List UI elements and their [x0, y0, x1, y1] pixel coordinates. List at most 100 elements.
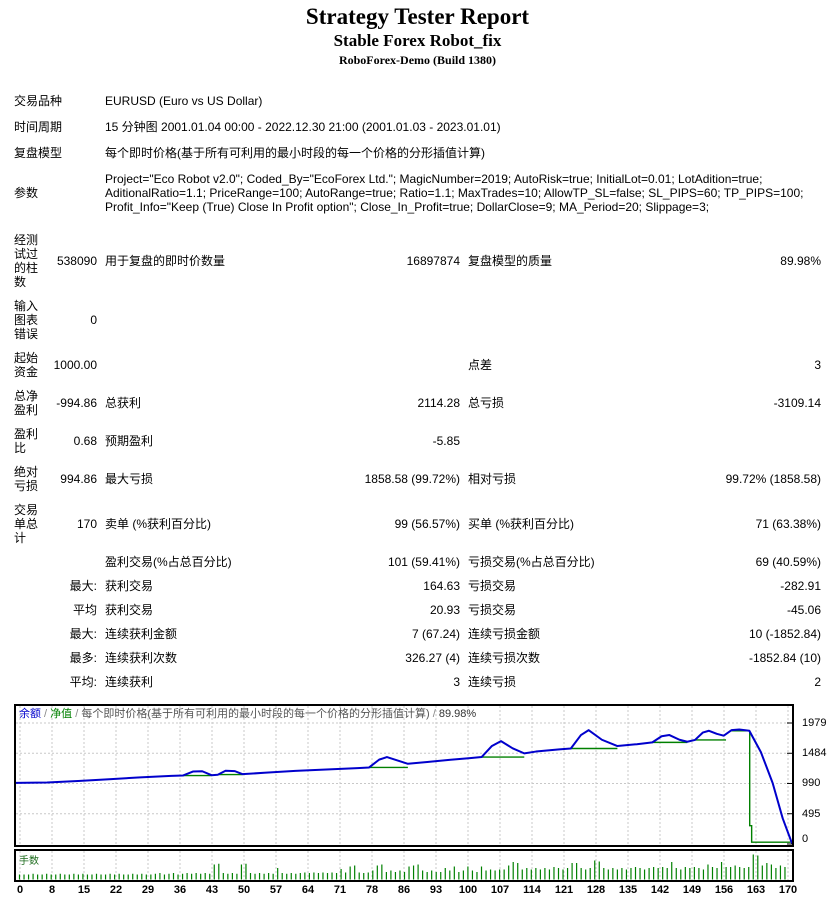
- stat-row-label: 绝对亏损: [14, 465, 39, 493]
- report-title: Strategy Tester Report: [305, 4, 530, 29]
- stat-value-2: 3: [453, 675, 460, 689]
- stat-value-1: -994.86: [56, 396, 97, 410]
- stat-value-1: 1000.00: [53, 358, 97, 372]
- x-tick-label: 78: [365, 884, 379, 896]
- x-tick-label: 163: [746, 884, 766, 896]
- symbol-info-table: 交易品种 EURUSD (Euro vs US Dollar) 时间周期 15 …: [14, 88, 821, 220]
- x-tick-label: 50: [237, 884, 251, 896]
- x-tick-label: 121: [554, 884, 574, 896]
- x-tick-label: 0: [16, 884, 24, 896]
- x-tick-label: 36: [173, 884, 187, 896]
- stat-label-2: 获利交易: [105, 579, 154, 593]
- stat-value-2: 2114.28: [417, 396, 461, 410]
- stat-row: 经测试过的柱数 538090 用于复盘的即时价数量 16897874 复盘模型的…: [14, 228, 821, 294]
- stat-row-label: 总净盈利: [14, 389, 39, 417]
- lots-label: 手数: [19, 856, 39, 867]
- stat-value-3: 2: [814, 675, 821, 689]
- stat-row: 最大: 连续获利金额 7 (67.24) 连续亏损金额 10 (-1852.84…: [14, 622, 821, 646]
- stat-row-label: 经测试过的柱数: [14, 233, 39, 289]
- stat-value-3: 89.98%: [780, 254, 821, 268]
- stat-label-2: 总获利: [105, 396, 142, 410]
- stat-label-2: 最大亏损: [105, 472, 154, 486]
- stat-label-3: 复盘模型的质量: [468, 254, 553, 268]
- stat-label-3: 亏损交易: [468, 603, 517, 617]
- info-row: 参数 Project="Eco Robot v2.0"; Coded_By="E…: [14, 166, 821, 220]
- report-tables: 交易品种 EURUSD (Euro vs US Dollar) 时间周期 15 …: [14, 88, 821, 694]
- stat-value-1: 最大:: [69, 627, 97, 641]
- stat-label-3: 买单 (%获利百分比): [468, 517, 574, 531]
- balance-curve-svg: [16, 706, 792, 845]
- info-row-value: 15 分钟图 2001.01.04 00:00 - 2022.12.30 21:…: [105, 120, 501, 134]
- y-tick-label: 990: [802, 777, 821, 790]
- report-subtitle: Stable Forex Robot_fix: [333, 31, 502, 50]
- x-tick-label: 43: [205, 884, 219, 896]
- stat-value-3: -45.06: [786, 603, 821, 617]
- stat-row: 交易单总计 170 卖单 (%获利百分比) 99 (56.57%) 买单 (%获…: [14, 498, 821, 550]
- stat-value-3: 99.72% (1858.58): [725, 472, 821, 486]
- report-server-build: RoboForex-Demo (Build 1380): [338, 53, 497, 67]
- x-tick-label: 142: [650, 884, 670, 896]
- stat-row: 盈利比 0.68 预期盈利 -5.85: [14, 422, 821, 460]
- info-row-label: 时间周期: [14, 120, 63, 134]
- legend-separator: /: [429, 708, 439, 720]
- stat-row: 平均 获利交易 20.93 亏损交易 -45.06: [14, 598, 821, 622]
- x-tick-label: 149: [682, 884, 702, 896]
- stat-row: 输入图表错误 0: [14, 294, 821, 346]
- info-row-label: 参数: [14, 186, 39, 200]
- stat-label-2: 盈利交易(%占总百分比): [105, 555, 232, 569]
- model-legend-label: 每个即时价格(基于所有可利用的最小时段的每一个价格的分形插值计算): [81, 708, 430, 720]
- stat-value-2: 99 (56.57%): [394, 517, 460, 531]
- stat-row: 起始资金 1000.00 点差 3: [14, 346, 821, 384]
- stat-value-1: 170: [76, 517, 97, 531]
- stat-label-2: 获利交易: [105, 603, 154, 617]
- stat-value-1: 最多:: [69, 651, 97, 665]
- stat-value-3: -282.91: [780, 579, 821, 593]
- x-tick-label: 29: [141, 884, 155, 896]
- stat-label-3: 连续亏损: [468, 675, 517, 689]
- stat-label-3: 亏损交易(%占总百分比): [468, 555, 595, 569]
- stat-value-1: 平均:: [69, 675, 97, 689]
- stat-label-3: 连续亏损金额: [468, 627, 541, 641]
- info-row: 复盘模型 每个即时价格(基于所有可利用的最小时段的每一个价格的分形插值计算): [14, 140, 821, 166]
- stat-label-2: 用于复盘的即时价数量: [105, 254, 226, 268]
- legend-separator: /: [41, 708, 51, 720]
- stat-value-3: 69 (40.59%): [755, 555, 821, 569]
- lots-panel: 手数: [14, 849, 794, 882]
- report-header: Strategy Tester Report Stable Forex Robo…: [0, 0, 835, 68]
- stat-row: 最多: 连续获利次数 326.27 (4) 连续亏损次数 -1852.84 (1…: [14, 646, 821, 670]
- stat-row-label: 起始资金: [14, 351, 39, 379]
- info-row: 时间周期 15 分钟图 2001.01.04 00:00 - 2022.12.3…: [14, 114, 821, 140]
- stat-value-1: 538090: [56, 254, 97, 268]
- stat-row: 总净盈利 -994.86 总获利 2114.28 总亏损 -3109.14: [14, 384, 821, 422]
- stat-label-3: 连续亏损次数: [468, 651, 541, 665]
- info-row-label: 复盘模型: [14, 146, 63, 160]
- stat-value-2: 101 (59.41%): [387, 555, 460, 569]
- x-tick-label: 64: [301, 884, 315, 896]
- stat-value-1: 最大:: [69, 579, 97, 593]
- y-tick-label: 495: [802, 807, 821, 820]
- x-tick-label: 93: [429, 884, 443, 896]
- stat-value-3: -3109.14: [773, 396, 821, 410]
- x-tick-label: 71: [333, 884, 347, 896]
- info-row-value: Project="Eco Robot v2.0"; Coded_By="EcoF…: [105, 172, 804, 214]
- x-tick-label: 107: [490, 884, 510, 896]
- stat-value-3: -1852.84 (10): [748, 651, 821, 665]
- balance-chart-panel: 余额 / 净值 / 每个即时价格(基于所有可利用的最小时段的每一个价格的分形插值…: [14, 704, 794, 847]
- stat-value-1: 994.86: [60, 472, 97, 486]
- stat-value-1: 0.68: [73, 434, 97, 448]
- info-row: 交易品种 EURUSD (Euro vs US Dollar): [14, 88, 821, 114]
- stat-value-1: 平均: [72, 603, 97, 617]
- balance-legend-label: 余额: [19, 708, 41, 720]
- stat-row-label: 盈利比: [14, 427, 39, 455]
- stat-value-2: 16897874: [406, 254, 460, 268]
- x-tick-label: 135: [618, 884, 638, 896]
- x-tick-label: 128: [586, 884, 606, 896]
- stat-row: 盈利交易(%占总百分比) 101 (59.41%) 亏损交易(%占总百分比) 6…: [14, 550, 821, 574]
- x-tick-label: 100: [458, 884, 478, 896]
- stat-value-1: 0: [90, 313, 97, 327]
- quality-legend-label: 89.98%: [438, 708, 477, 720]
- y-tick-label: 0: [802, 833, 809, 845]
- stat-value-2: 164.63: [423, 579, 460, 593]
- stat-row-label: 交易单总计: [14, 503, 39, 545]
- statistics-table: 经测试过的柱数 538090 用于复盘的即时价数量 16897874 复盘模型的…: [14, 228, 821, 694]
